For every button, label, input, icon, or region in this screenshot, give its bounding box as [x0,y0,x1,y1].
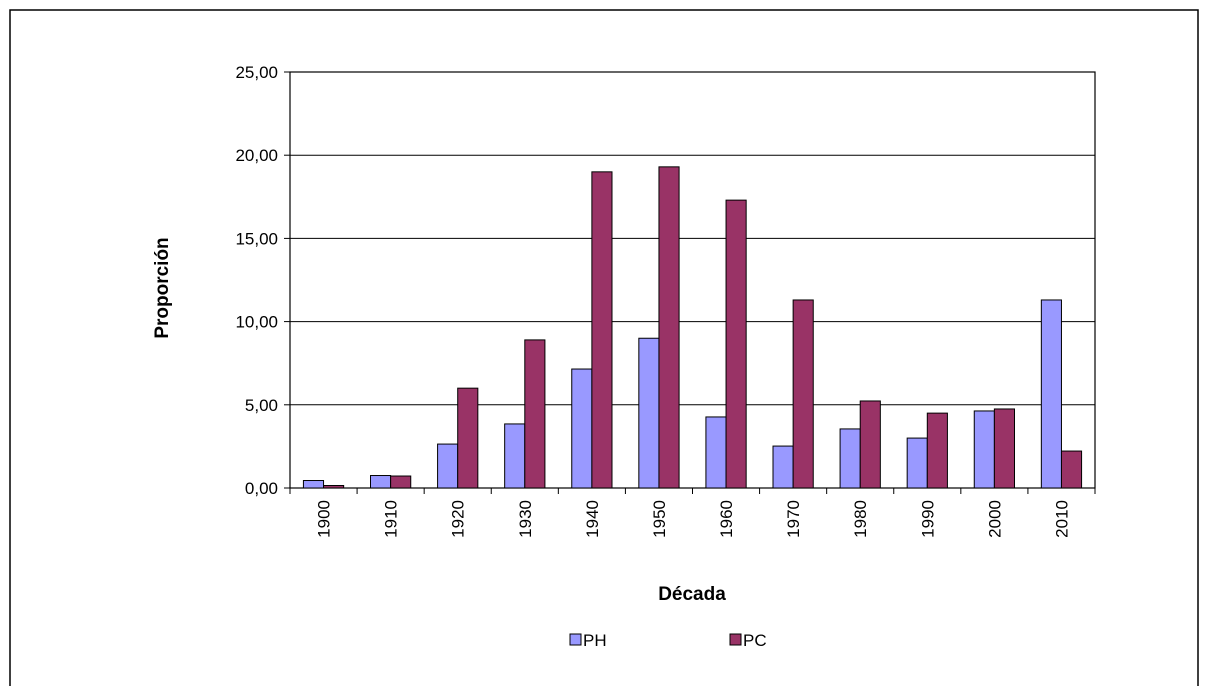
bar [705,416,727,489]
bar [792,299,814,489]
x-tick-label: 1950 [650,500,669,538]
y-tick-label: 10,00 [235,313,278,332]
x-tick-label: 1960 [717,500,736,538]
bar [302,480,325,489]
x-tick-label: 1970 [784,500,803,538]
bar [839,428,861,489]
bar [1040,299,1062,489]
bar [973,410,995,489]
bar [772,445,794,489]
bar [524,339,546,489]
x-tick-label: 2010 [1052,500,1071,538]
bar [859,400,881,489]
bar [437,443,459,489]
x-tick-label: 1900 [315,500,334,538]
y-axis-label: Proporción [152,237,173,338]
bar [323,485,345,489]
legend-swatch [729,633,742,646]
bar [504,423,526,489]
bar [638,337,660,489]
y-tick-label: 15,00 [235,229,278,248]
x-tick-label: 1930 [516,500,535,538]
bar [993,408,1015,489]
y-tick-label: 0,00 [245,479,278,498]
bar [725,199,747,489]
bar [390,475,412,489]
bar [926,412,948,489]
legend-swatch [569,633,582,646]
x-tick-label: 1980 [851,500,870,538]
legend-label: PH [583,631,607,650]
bar [906,437,928,489]
x-axis-label: Década [658,584,726,605]
bar [591,171,613,489]
bar [658,166,680,489]
x-tick-label: 2000 [985,500,1004,538]
y-tick-label: 20,00 [235,146,278,165]
y-tick-label: 25,00 [235,63,278,82]
x-tick-label: 1910 [382,500,401,538]
bar [457,387,479,489]
y-tick-label: 5,00 [245,396,278,415]
x-tick-label: 1920 [449,500,468,538]
bar [1060,450,1083,489]
bar [571,368,593,489]
x-tick-label: 1940 [583,500,602,538]
bar [370,475,392,489]
legend-label: PC [743,631,767,650]
x-tick-label: 1990 [918,500,937,538]
